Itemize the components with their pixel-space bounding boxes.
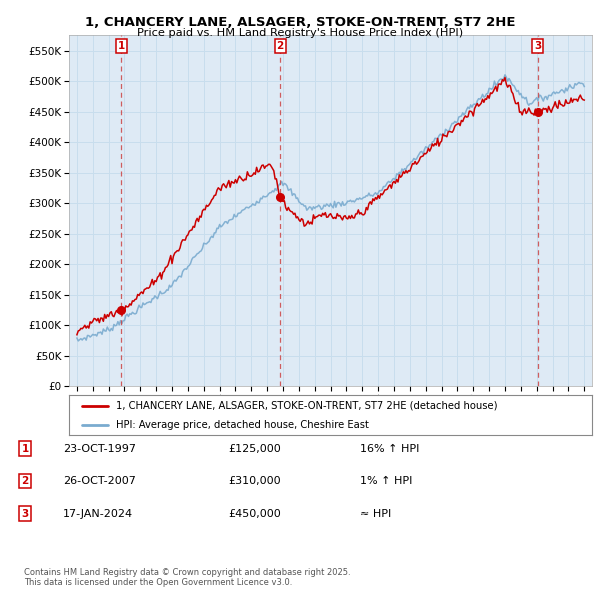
Text: £125,000: £125,000 [228,444,281,454]
Text: 1, CHANCERY LANE, ALSAGER, STOKE-ON-TRENT, ST7 2HE: 1, CHANCERY LANE, ALSAGER, STOKE-ON-TREN… [85,16,515,29]
Text: 17-JAN-2024: 17-JAN-2024 [63,509,133,519]
Text: £310,000: £310,000 [228,476,281,486]
Text: 26-OCT-2007: 26-OCT-2007 [63,476,136,486]
Text: 3: 3 [534,41,541,51]
Text: ≈ HPI: ≈ HPI [360,509,391,519]
Text: 1: 1 [22,444,29,454]
Text: Contains HM Land Registry data © Crown copyright and database right 2025.
This d: Contains HM Land Registry data © Crown c… [24,568,350,587]
Text: 3: 3 [22,509,29,519]
Text: 1, CHANCERY LANE, ALSAGER, STOKE-ON-TRENT, ST7 2HE (detached house): 1, CHANCERY LANE, ALSAGER, STOKE-ON-TREN… [116,401,497,411]
Text: 23-OCT-1997: 23-OCT-1997 [63,444,136,454]
Text: 16% ↑ HPI: 16% ↑ HPI [360,444,419,454]
Text: £450,000: £450,000 [228,509,281,519]
Text: HPI: Average price, detached house, Cheshire East: HPI: Average price, detached house, Ches… [116,420,369,430]
Text: 1% ↑ HPI: 1% ↑ HPI [360,476,412,486]
Text: 2: 2 [22,476,29,486]
Text: 1: 1 [118,41,125,51]
Text: Price paid vs. HM Land Registry's House Price Index (HPI): Price paid vs. HM Land Registry's House … [137,28,463,38]
Text: 2: 2 [277,41,284,51]
